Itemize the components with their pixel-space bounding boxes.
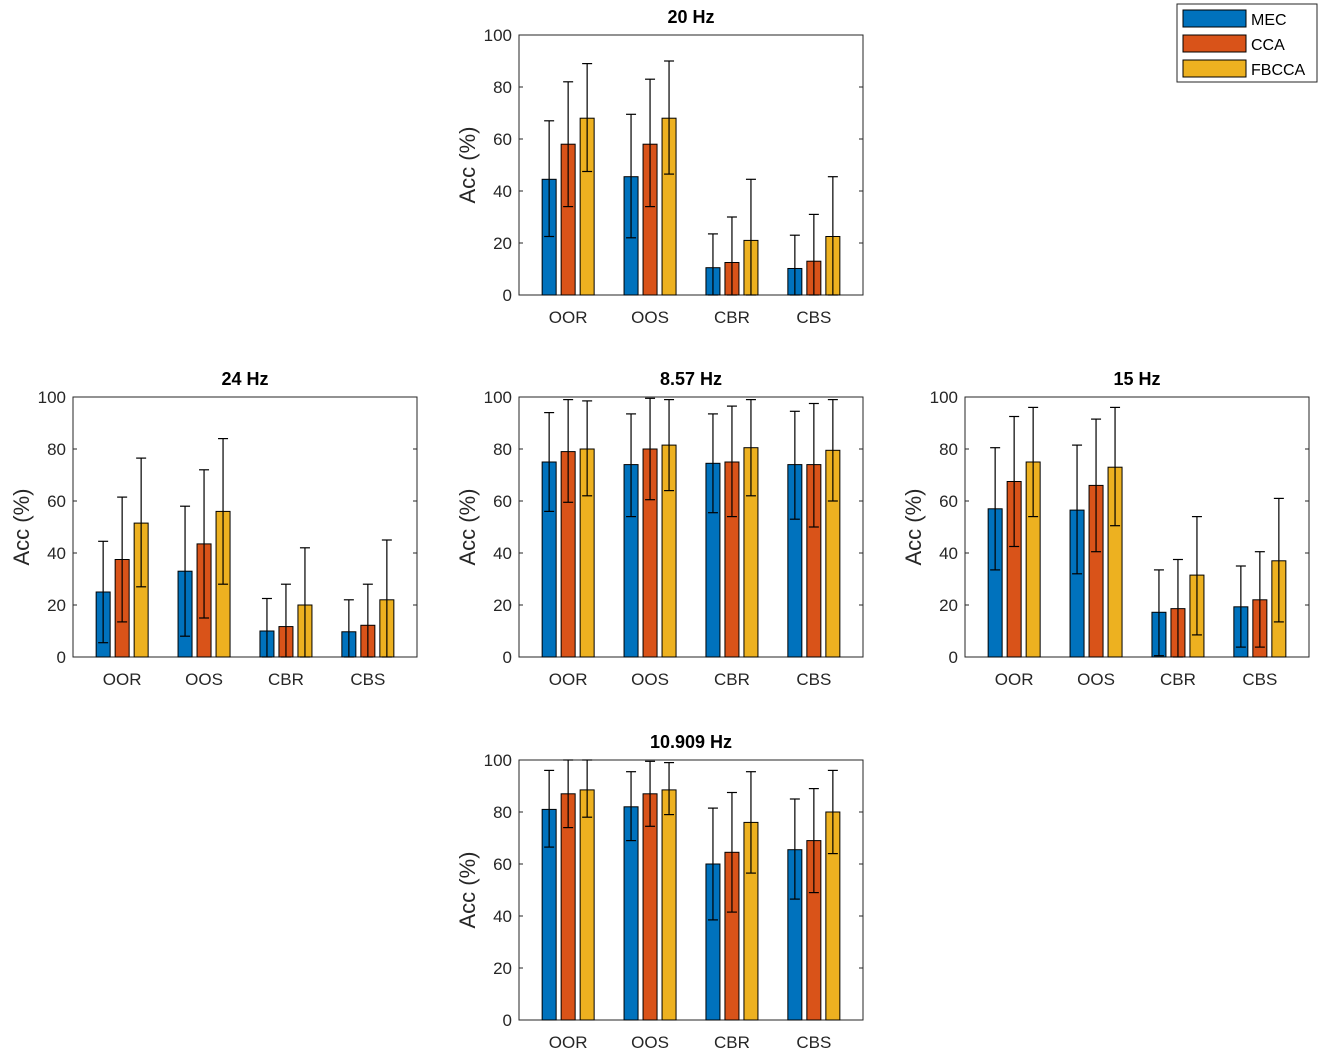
- legend-swatch-fbcca: [1182, 59, 1247, 78]
- panel-24hz: 24 Hz 0 20 40 60 80 100 Acc (%) OOR OOS CBR CBS: [9, 369, 418, 689]
- legend-swatch-mec: [1182, 9, 1247, 28]
- panel-title: 10.909 Hz: [650, 732, 732, 752]
- x-tick-label: CBR: [714, 308, 750, 327]
- y-tick-label: 60: [493, 130, 512, 149]
- y-tick-label: 0: [949, 648, 958, 667]
- legend: MEC CCA FBCCA: [1176, 3, 1318, 83]
- bar-cca: [642, 793, 658, 1021]
- legend-swatch-cca: [1182, 34, 1247, 53]
- x-tick-label: CBR: [1160, 670, 1196, 689]
- panel-title: 8.57 Hz: [660, 369, 722, 389]
- x-tick-label: CBR: [714, 670, 750, 689]
- y-tick-label: 20: [493, 596, 512, 615]
- y-axis-label: Acc (%): [455, 852, 480, 929]
- panel-15hz: 15 Hz 0 20 40 60 80 100 Acc (%) OOR OOS CBR CBS: [901, 369, 1310, 689]
- panel-8-57hz: 8.57 Hz 0 20 40 60 80 100 Acc (%) OOR OOS CBR CBS: [455, 369, 864, 689]
- x-tick-label: CBR: [268, 670, 304, 689]
- y-tick-label: 80: [493, 440, 512, 459]
- x-tick-label: OOS: [631, 1033, 669, 1052]
- x-tick-label: CBR: [714, 1033, 750, 1052]
- y-tick-label: 0: [503, 648, 512, 667]
- x-tick-label: CBS: [796, 308, 831, 327]
- y-tick-label: 80: [47, 440, 66, 459]
- x-tick-label: OOS: [185, 670, 223, 689]
- y-tick-label: 40: [493, 544, 512, 563]
- x-tick-label: CBS: [350, 670, 385, 689]
- y-tick-label: 0: [57, 648, 66, 667]
- x-tick-label: CBS: [1242, 670, 1277, 689]
- x-tick-label: OOR: [549, 1033, 588, 1052]
- legend-label-mec: MEC: [1251, 12, 1287, 29]
- plot-area: [964, 396, 1310, 658]
- panel-20hz: 20 Hz 0 20 40 60 80 100 Acc (%) OOR OOS CBR CBS: [455, 7, 864, 327]
- y-tick-label: 60: [493, 492, 512, 511]
- plot-area: [518, 759, 864, 1021]
- panel-10-909hz: 10.909 Hz 0 20 40 60 80 100 Acc (%) OOR OOS CBR CB…: [455, 732, 864, 1052]
- y-axis-label: Acc (%): [455, 489, 480, 566]
- x-tick-label: OOS: [1077, 670, 1115, 689]
- y-tick-label: 100: [930, 388, 958, 407]
- bar-fbcca: [579, 789, 595, 1021]
- y-tick-label: 20: [493, 234, 512, 253]
- panel-title: 24 Hz: [221, 369, 268, 389]
- y-tick-label: 20: [939, 596, 958, 615]
- x-tick-label: OOR: [103, 670, 142, 689]
- y-tick-label: 40: [493, 182, 512, 201]
- y-axis-label: Acc (%): [9, 489, 34, 566]
- x-tick-label: CBS: [796, 670, 831, 689]
- y-tick-label: 60: [493, 855, 512, 874]
- y-tick-label: 80: [493, 803, 512, 822]
- y-axis-label: Acc (%): [901, 489, 926, 566]
- x-tick-label: OOR: [549, 308, 588, 327]
- y-tick-label: 100: [38, 388, 66, 407]
- panel-title: 20 Hz: [667, 7, 714, 27]
- plot-area: [518, 34, 864, 296]
- legend-label-cca: CCA: [1251, 37, 1285, 54]
- y-tick-label: 60: [939, 492, 958, 511]
- panel-title: 15 Hz: [1113, 369, 1160, 389]
- y-tick-label: 0: [503, 286, 512, 305]
- y-tick-label: 40: [939, 544, 958, 563]
- y-tick-label: 80: [493, 78, 512, 97]
- x-tick-label: OOS: [631, 670, 669, 689]
- legend-label-fbcca: FBCCA: [1251, 62, 1306, 79]
- bar-fbcca: [661, 789, 677, 1021]
- y-tick-label: 20: [493, 959, 512, 978]
- y-tick-label: 100: [484, 388, 512, 407]
- x-tick-label: OOS: [631, 308, 669, 327]
- y-tick-label: 60: [47, 492, 66, 511]
- x-tick-label: OOR: [549, 670, 588, 689]
- plot-area: [72, 396, 418, 658]
- y-tick-label: 40: [493, 907, 512, 926]
- y-tick-label: 100: [484, 26, 512, 45]
- y-axis-label: Acc (%): [455, 127, 480, 204]
- y-tick-label: 20: [47, 596, 66, 615]
- y-tick-label: 100: [484, 751, 512, 770]
- x-tick-label: CBS: [796, 1033, 831, 1052]
- y-tick-label: 80: [939, 440, 958, 459]
- y-tick-label: 0: [503, 1011, 512, 1030]
- plot-area: [518, 396, 864, 658]
- x-tick-label: OOR: [995, 670, 1034, 689]
- y-tick-label: 40: [47, 544, 66, 563]
